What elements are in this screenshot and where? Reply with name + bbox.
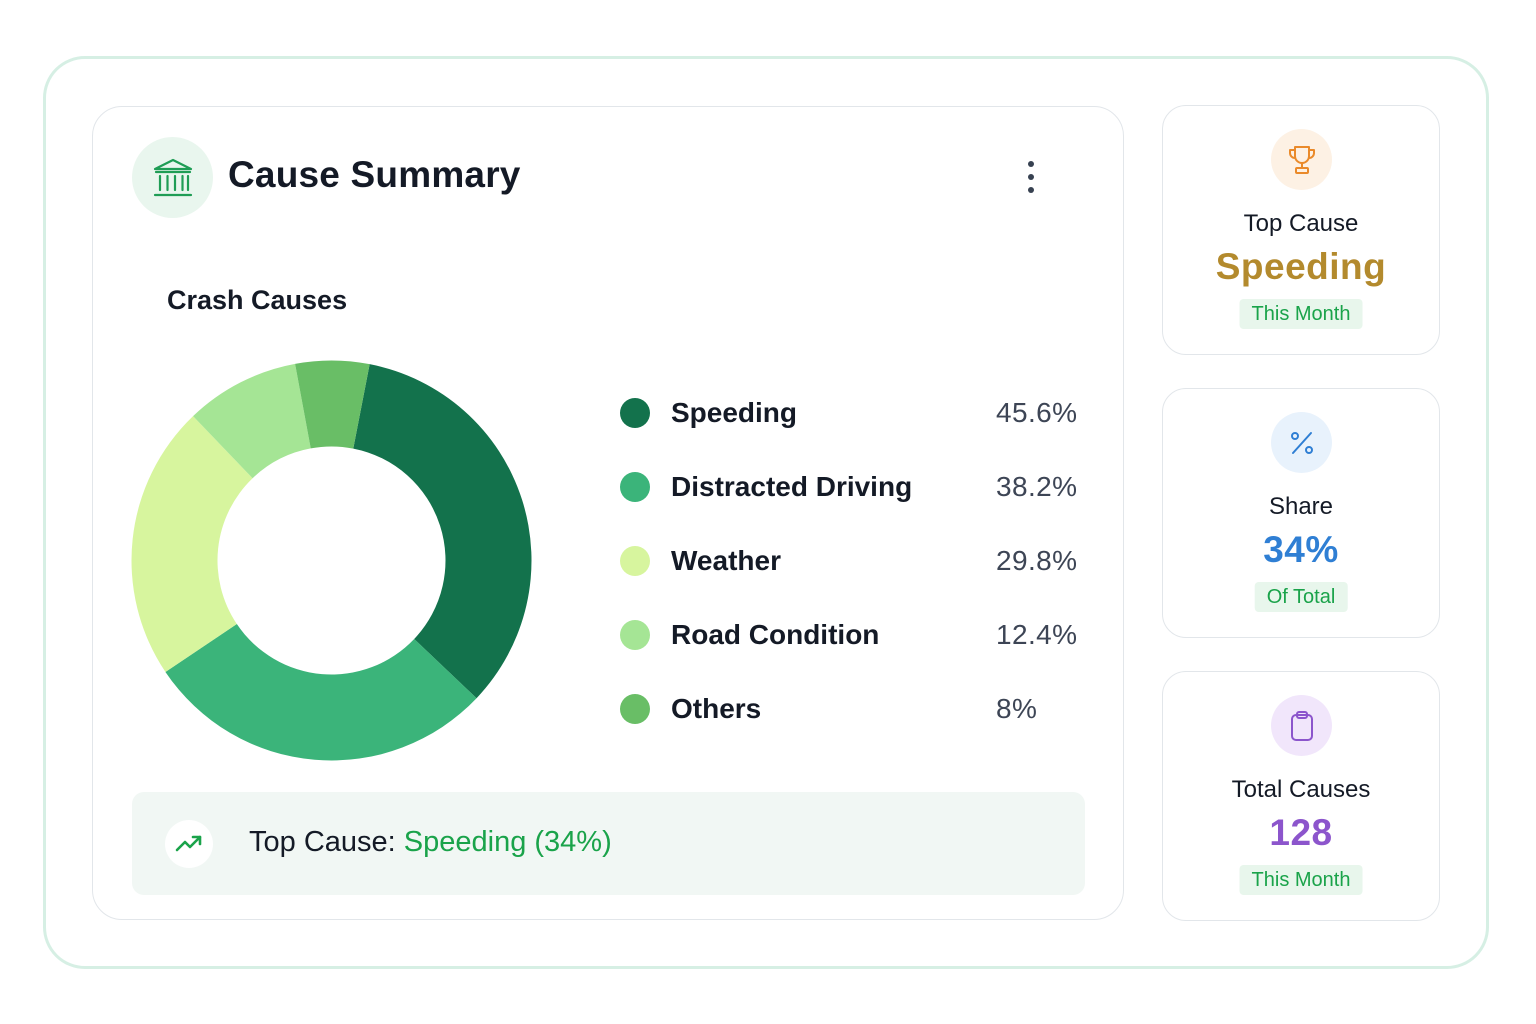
trophy-icon <box>1271 129 1332 190</box>
donut-segment-others <box>295 360 370 449</box>
legend-item: Weather 29.8% <box>620 541 1090 581</box>
stat-badge: This Month <box>1239 865 1363 895</box>
more-dot <box>1028 174 1034 180</box>
stat-label: Share <box>1268 493 1334 520</box>
legend-label: Weather <box>671 545 781 576</box>
more-options-button[interactable] <box>1014 156 1048 198</box>
legend-label: Speeding <box>671 397 798 428</box>
stat-card-top-cause: Top Cause Speeding This Month <box>1162 105 1440 355</box>
legend-swatch <box>620 620 650 650</box>
stat-value: Speeding <box>1215 246 1387 287</box>
stat-value: 128 <box>1269 812 1333 853</box>
more-vertical-icon <box>1028 161 1034 167</box>
legend-item: Road Condition 12.4% <box>620 615 1090 655</box>
trending-up-icon <box>165 820 213 868</box>
donut-segment-distracted-driving <box>165 624 477 761</box>
more-dot <box>1028 187 1034 193</box>
donut-segment-weather <box>131 416 253 672</box>
legend-value: 38.2% <box>996 471 1078 502</box>
stat-badge: This Month <box>1239 299 1363 329</box>
stat-value: 34% <box>1263 529 1339 570</box>
stat-card-total-causes: Total Causes 128 This Month <box>1162 671 1440 921</box>
chart-title: Crash Causes <box>167 285 348 315</box>
legend-swatch <box>620 472 650 502</box>
legend-label: Distracted Driving <box>671 471 913 502</box>
legend-value: 45.6% <box>996 397 1078 428</box>
legend-label: Others <box>671 693 762 724</box>
stat-label: Top Cause <box>1243 210 1359 237</box>
insight-highlight: Speeding (34%) <box>403 826 612 858</box>
insight-text: Top Cause: Speeding (34%) <box>249 826 612 859</box>
stat-badge: Of Total <box>1254 582 1348 612</box>
insight-label: Top Cause: <box>249 826 404 858</box>
crash-causes-donut-chart <box>131 360 532 761</box>
legend-value: 8% <box>996 693 1038 724</box>
stat-card-share: Share 34% Of Total <box>1162 388 1440 638</box>
donut-segment-speeding <box>353 364 532 699</box>
legend-item: Others 8% <box>620 689 1090 729</box>
page-title: Cause Summary <box>228 154 521 195</box>
insight-bar <box>132 792 1085 895</box>
legend-item: Speeding 45.6% <box>620 393 1090 433</box>
percent-icon <box>1271 412 1332 473</box>
legend-value: 12.4% <box>996 619 1078 650</box>
legend-swatch <box>620 546 650 576</box>
legend-swatch <box>620 694 650 724</box>
bank-icon <box>132 137 213 218</box>
stat-label: Total Causes <box>1231 776 1371 803</box>
clipboard-icon <box>1271 695 1332 756</box>
donut-segment-road-condition <box>193 363 311 479</box>
legend-swatch <box>620 398 650 428</box>
legend-label: Road Condition <box>671 619 880 650</box>
cause-summary-card <box>92 106 1124 920</box>
legend-value: 29.8% <box>996 545 1078 576</box>
legend-item: Distracted Driving 38.2% <box>620 467 1090 507</box>
